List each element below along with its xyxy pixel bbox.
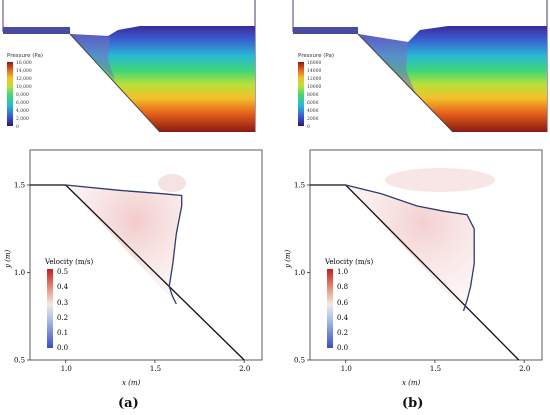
velocity-tick: 0.0 xyxy=(57,344,68,352)
plot-frame-b xyxy=(309,149,543,361)
pressure-tick: 14,000 xyxy=(16,68,32,74)
x-tick-label: 1.5 xyxy=(150,365,161,373)
panel-caption-b: (b) xyxy=(402,396,424,411)
pressure-tick: 0 xyxy=(16,124,19,130)
velocity-tick: 0.4 xyxy=(337,314,349,322)
pressure-tick: 10,000 xyxy=(16,84,32,90)
pressure-tick: 8000 xyxy=(307,92,319,98)
velocity-tick: 0.2 xyxy=(57,314,68,322)
pressure-colorbar-b xyxy=(298,62,304,126)
x-tick-label: 1.0 xyxy=(341,365,352,373)
velocity-tick: 0.5 xyxy=(57,268,68,276)
x-axis-label-b: x (m) xyxy=(402,379,421,387)
pressure-tick: 14000 xyxy=(307,68,321,74)
pressure-tick: 4000 xyxy=(307,108,319,114)
fluid-region-b xyxy=(345,185,475,311)
pressure-plot-b: Pressure (Pa) 16000 14000 12000 10000 80… xyxy=(288,0,550,135)
x-tick-label: 2.0 xyxy=(519,365,530,373)
velocity-tick: 0.8 xyxy=(337,283,348,291)
velocity-colorbar-title-a: Velocity (m/s) xyxy=(44,258,93,266)
pressure-tick: 12000 xyxy=(307,76,321,82)
velocity-plot-a: x (m) y (m) 1.0 1.5 2.0 1.5 1.0 0.5 Velocity… xyxy=(0,148,270,393)
free-surface-line-a xyxy=(65,184,183,305)
x-axis-label-a: x (m) xyxy=(122,379,141,387)
velocity-colorbar-b xyxy=(327,269,333,348)
free-surface-line-b xyxy=(345,184,475,312)
pressure-tick: 16000 xyxy=(307,60,321,66)
pressure-tick: 2,000 xyxy=(16,116,29,122)
y-axis-label-b: y (m) xyxy=(284,249,292,269)
y-tick-label: 1.5 xyxy=(294,182,305,190)
velocity-tick: 0.3 xyxy=(57,299,68,307)
velocity-tick: 0.2 xyxy=(337,329,348,337)
velocity-tick: 0.0 xyxy=(337,344,348,352)
velocity-tick: 0.1 xyxy=(57,329,68,337)
velocity-tick: 1.0 xyxy=(337,268,348,276)
pressure-colorbar-title-a: Pressure (Pa) xyxy=(7,53,43,59)
pressure-tick: 6,000 xyxy=(16,100,29,106)
panel-caption-a: (a) xyxy=(118,396,139,411)
y-tick-label: 0.5 xyxy=(294,357,305,365)
x-tick-label: 1.5 xyxy=(430,365,441,373)
pressure-colorbar-title-b: Pressure (Pa) xyxy=(298,53,334,59)
y-tick-label: 1.0 xyxy=(294,269,305,277)
pressure-colorbar-a xyxy=(7,62,13,126)
x-tick-label: 2.0 xyxy=(239,365,250,373)
pressure-tick: 6000 xyxy=(307,100,319,106)
pressure-tick: 12,000 xyxy=(16,76,32,82)
velocity-tick: 0.6 xyxy=(337,299,349,307)
pressure-tick: 4,000 xyxy=(16,108,29,114)
y-tick-label: 1.5 xyxy=(14,182,25,190)
velocity-colorbar-title-b: Velocity (m/s) xyxy=(324,258,373,266)
spray-plume-b xyxy=(385,168,495,192)
pressure-tick: 10000 xyxy=(307,84,321,90)
y-axis-label-a: y (m) xyxy=(4,249,12,269)
x-tick-label: 1.0 xyxy=(61,365,72,373)
pressure-tick: 8,000 xyxy=(16,92,29,98)
pressure-tick: 2000 xyxy=(307,116,319,122)
pressure-plot-a: Pressure (Pa) 16,000 14,000 12,000 10,00… xyxy=(0,0,260,135)
y-tick-label: 1.0 xyxy=(14,269,25,277)
velocity-colorbar-a xyxy=(47,269,53,348)
pressure-tick: 16,000 xyxy=(16,60,32,66)
fluid-region-a xyxy=(65,185,182,304)
plot-frame-a xyxy=(29,149,263,361)
pressure-tick: 0 xyxy=(307,124,310,130)
velocity-tick: 0.4 xyxy=(57,283,69,291)
spray-plume-a xyxy=(158,174,186,192)
velocity-plot-b: x (m) y (m) 1.0 1.5 2.0 1.5 1.0 0.5 Velocity… xyxy=(280,148,550,393)
y-tick-label: 0.5 xyxy=(14,357,25,365)
